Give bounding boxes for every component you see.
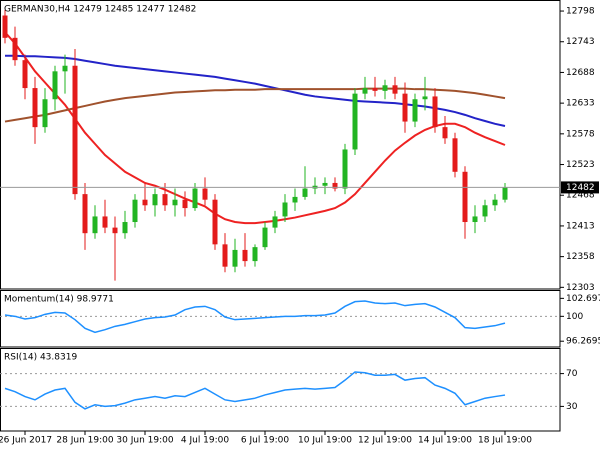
x-tick-label: 28 Jun 19:00 [56, 436, 113, 446]
x-tick-label: 18 Jul 19:00 [478, 436, 532, 446]
candle-body [242, 249, 248, 262]
y-tick-label: 12358 [566, 252, 595, 262]
candle-body [62, 65, 68, 72]
x-tick-label: 26 Jun 2017 [0, 436, 52, 446]
candle-body [132, 199, 138, 223]
candle-body [82, 194, 88, 234]
candle-body [502, 187, 508, 200]
candle-body [12, 37, 18, 61]
candle-body [382, 85, 388, 91]
indicator-line [4, 300, 506, 334]
candle-body [52, 71, 58, 100]
candle-body [222, 244, 228, 267]
candle-body [322, 182, 328, 186]
moving-average [4, 31, 506, 225]
candle-body [122, 222, 128, 234]
panel-frame [0, 348, 561, 432]
candle-body [232, 249, 238, 267]
x-tick-label: 30 Jun 19:00 [116, 436, 173, 446]
candle-body [262, 227, 268, 248]
candle-body [372, 88, 378, 91]
panel-title: GERMAN30,H4 12479 12485 12477 12482 [4, 5, 196, 15]
candle-body [352, 93, 358, 150]
candle-body [432, 96, 438, 128]
x-tick-label: 14 Jul 19:00 [418, 436, 472, 446]
panel-title: Momentum(14) 98.9771 [4, 295, 114, 305]
candle-body [292, 196, 298, 203]
candle-body [482, 205, 488, 217]
candle-body [472, 216, 478, 223]
candle-body [142, 199, 148, 206]
candle-body [492, 199, 498, 206]
candle-body [392, 85, 398, 94]
candle-body [272, 216, 278, 228]
candle-body [302, 188, 308, 197]
candle-body [402, 93, 408, 122]
x-tick-label: 6 Jul 19:00 [241, 436, 290, 446]
candle-body [112, 227, 118, 234]
moving-average [5, 54, 506, 127]
candle-body [422, 96, 428, 100]
candle-body [282, 202, 288, 217]
y-tick-label: 12578 [566, 129, 595, 139]
x-tick-label: 10 Jul 19:00 [298, 436, 352, 446]
y-tick-label: 12303 [566, 283, 595, 293]
panel-frame [0, 290, 561, 348]
candle-body [42, 99, 48, 128]
indicator-line [4, 371, 506, 410]
y-tick-label: 96.2695 [566, 337, 600, 347]
candle-body [182, 199, 188, 209]
moving-average [4, 87, 506, 123]
candle-body [172, 199, 178, 206]
candle-body [32, 88, 38, 128]
y-tick-label: 12523 [566, 160, 595, 170]
y-tick-label: 12468 [566, 191, 595, 201]
last-price-box [561, 181, 599, 194]
candle-body [252, 247, 258, 262]
y-tick-label: 100 [566, 312, 583, 322]
candle-body [442, 127, 448, 139]
candle-body [332, 182, 338, 189]
candle-body [452, 138, 458, 172]
candle-body [412, 99, 418, 122]
panel-title: RSI(14) 43.8319 [4, 353, 77, 363]
candle-body [462, 171, 468, 223]
candle-body [92, 216, 98, 234]
candle-body [72, 65, 78, 195]
candle-body [192, 188, 198, 209]
candle-body [152, 194, 158, 206]
last-price-label: 12482 [566, 183, 595, 193]
candle-body [212, 199, 218, 245]
candle-body [342, 149, 348, 189]
candle-body [202, 188, 208, 200]
y-tick-label: 12413 [566, 221, 595, 231]
candle-body [22, 60, 28, 89]
panel-frame [0, 0, 561, 290]
y-tick-label: 12798 [566, 7, 595, 17]
candle-body [362, 88, 368, 94]
y-tick-label: 12743 [566, 37, 595, 47]
y-tick-label: 70 [566, 369, 578, 379]
candle-body [102, 216, 108, 228]
candle-body [2, 15, 8, 38]
y-tick-label: 102.6972 [566, 294, 600, 304]
y-tick-label: 12688 [566, 68, 595, 78]
x-tick-label: 12 Jul 19:00 [358, 436, 412, 446]
candle-body [162, 194, 168, 206]
y-tick-label: 30 [566, 402, 578, 412]
x-tick-label: 4 Jul 19:00 [181, 436, 230, 446]
y-tick-label: 12633 [566, 99, 595, 109]
